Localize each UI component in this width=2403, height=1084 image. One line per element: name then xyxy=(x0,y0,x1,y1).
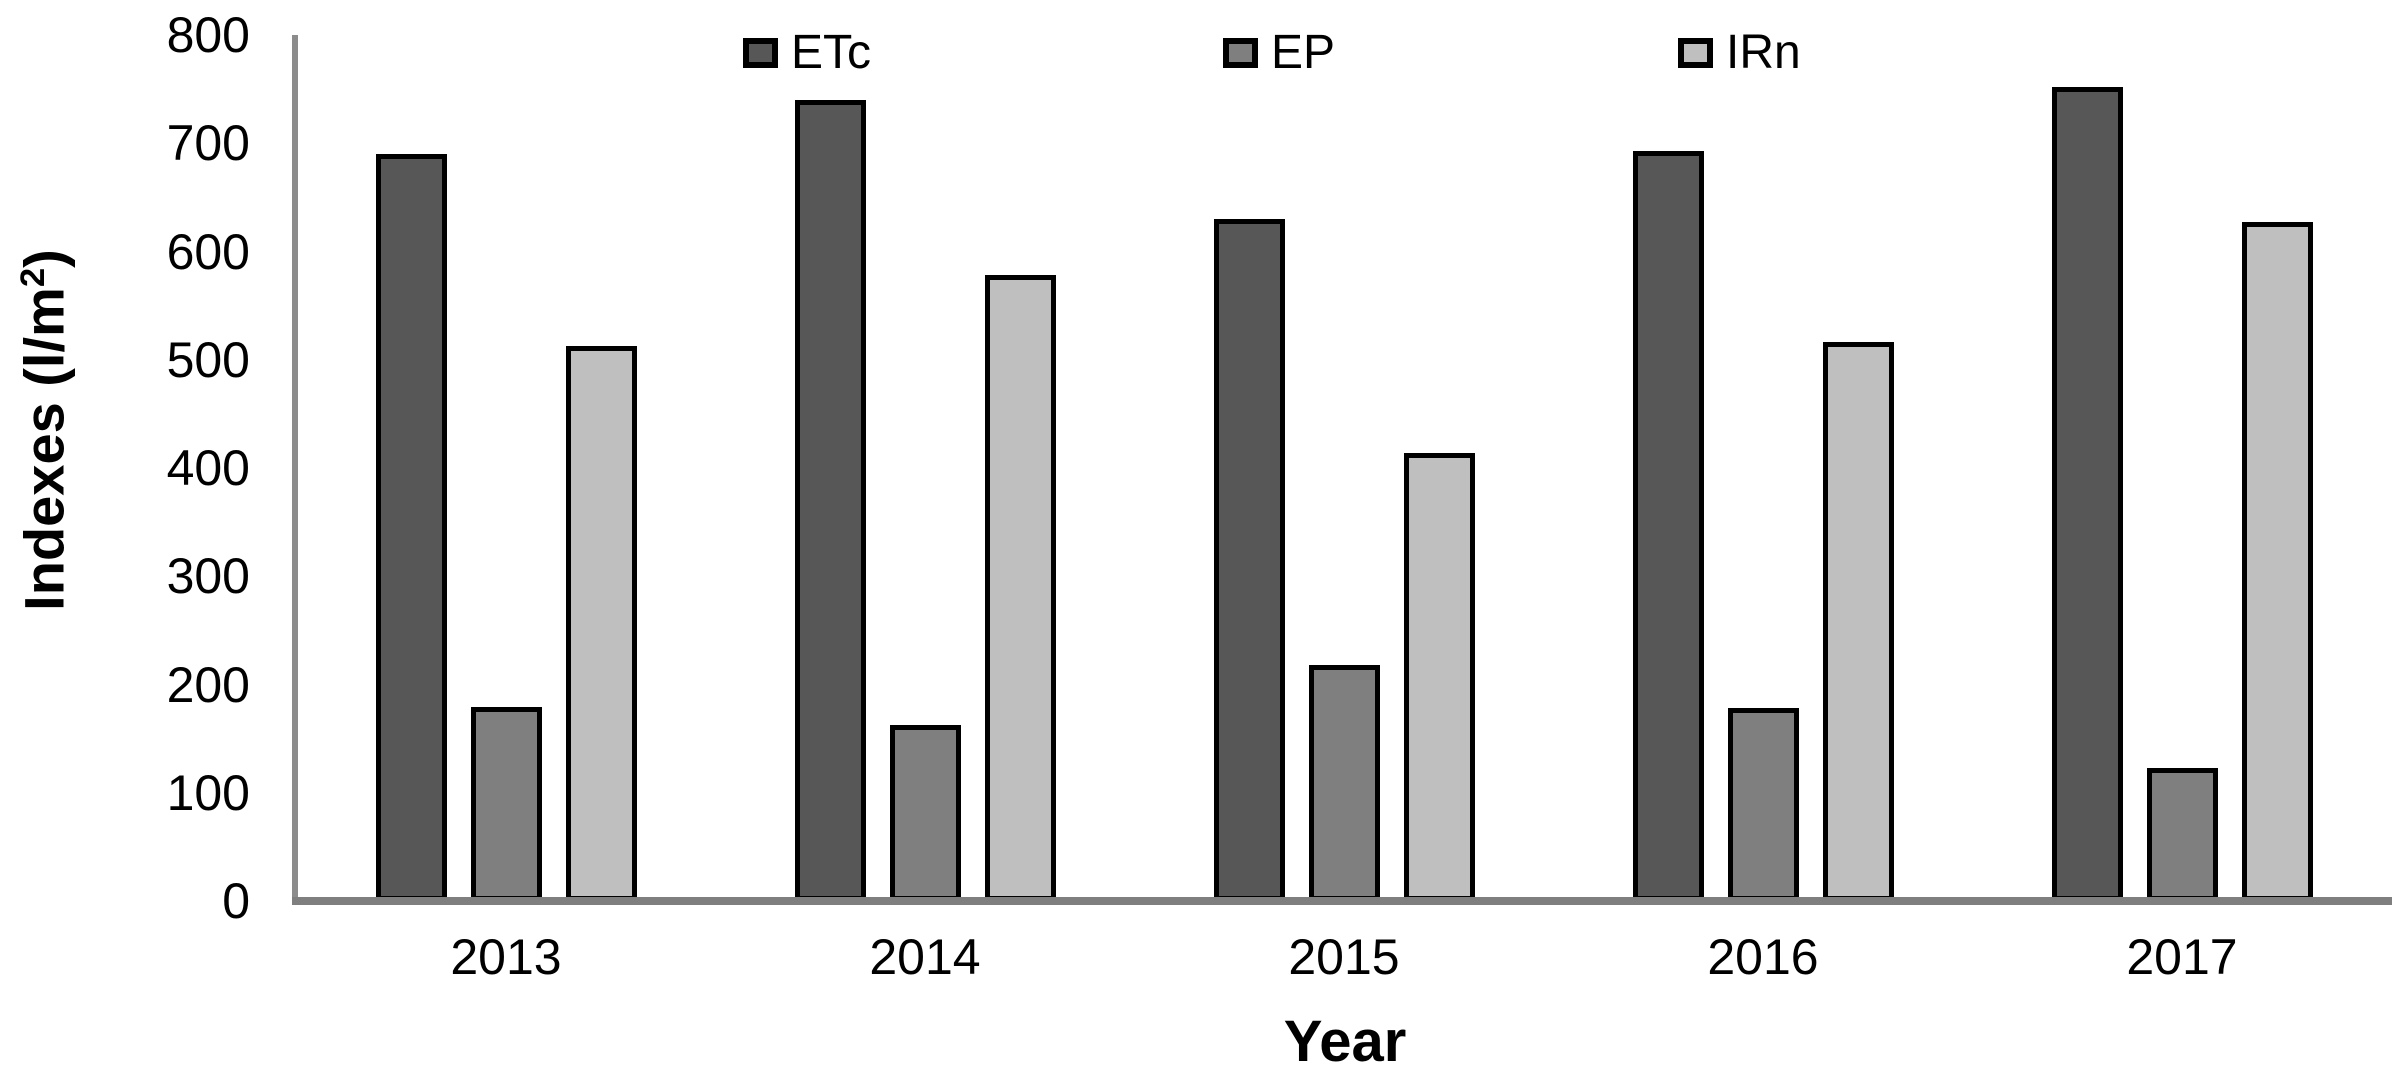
bar-EP-2017 xyxy=(2146,768,2218,901)
x-axis-title: Year xyxy=(1283,1009,1407,1074)
bar-ETc-2015 xyxy=(1213,219,1285,901)
x-axis-line xyxy=(292,897,2392,905)
x-tick-label-2017: 2017 xyxy=(2126,929,2238,985)
y-tick-label-500: 500 xyxy=(166,331,250,388)
x-tick-label-2015: 2015 xyxy=(1288,929,1400,985)
y-tick-label-300: 300 xyxy=(166,548,250,605)
bar-EP-2016 xyxy=(1727,708,1799,901)
legend-swatch-IRn xyxy=(1678,38,1713,68)
y-axis-line xyxy=(292,35,298,905)
legend-label-ETc: ETc xyxy=(791,26,872,79)
legend-item-EP: EP xyxy=(1223,28,1335,78)
bar-ETc-2013 xyxy=(375,154,447,901)
legend-swatch-ETc xyxy=(743,38,778,68)
legend-label-EP: EP xyxy=(1271,26,1336,79)
y-tick-label-400: 400 xyxy=(166,440,250,496)
bar-ETc-2017 xyxy=(2051,87,2123,901)
y-tick-label-700: 700 xyxy=(166,115,250,172)
y-tick-label-0: 0 xyxy=(222,873,250,929)
bar-ETc-2016 xyxy=(1632,151,1704,901)
x-tick-label-2016: 2016 xyxy=(1707,929,1819,985)
bar-IRn-2016 xyxy=(1822,342,1894,901)
legend-label-IRn: IRn xyxy=(1726,26,1801,79)
y-tick-label-100: 100 xyxy=(166,764,250,821)
bar-EP-2014 xyxy=(889,725,961,901)
legend-item-ETc: ETc xyxy=(743,28,871,78)
y-tick-label-200: 200 xyxy=(166,656,250,713)
y-tick-label-800: 800 xyxy=(166,7,250,63)
y-tick-label-600: 600 xyxy=(166,223,250,280)
bar-EP-2013 xyxy=(470,707,542,901)
bar-IRn-2014 xyxy=(984,275,1056,901)
legend-swatch-EP xyxy=(1223,38,1258,68)
bar-ETc-2014 xyxy=(794,100,866,901)
x-tick-label-2013: 2013 xyxy=(450,929,562,985)
x-tick-label-2014: 2014 xyxy=(869,929,981,985)
bar-EP-2015 xyxy=(1308,665,1380,901)
legend-item-IRn: IRn xyxy=(1678,28,1801,78)
bar-IRn-2015 xyxy=(1403,453,1475,901)
bar-IRn-2013 xyxy=(565,346,637,901)
bar-IRn-2017 xyxy=(2241,222,2313,901)
